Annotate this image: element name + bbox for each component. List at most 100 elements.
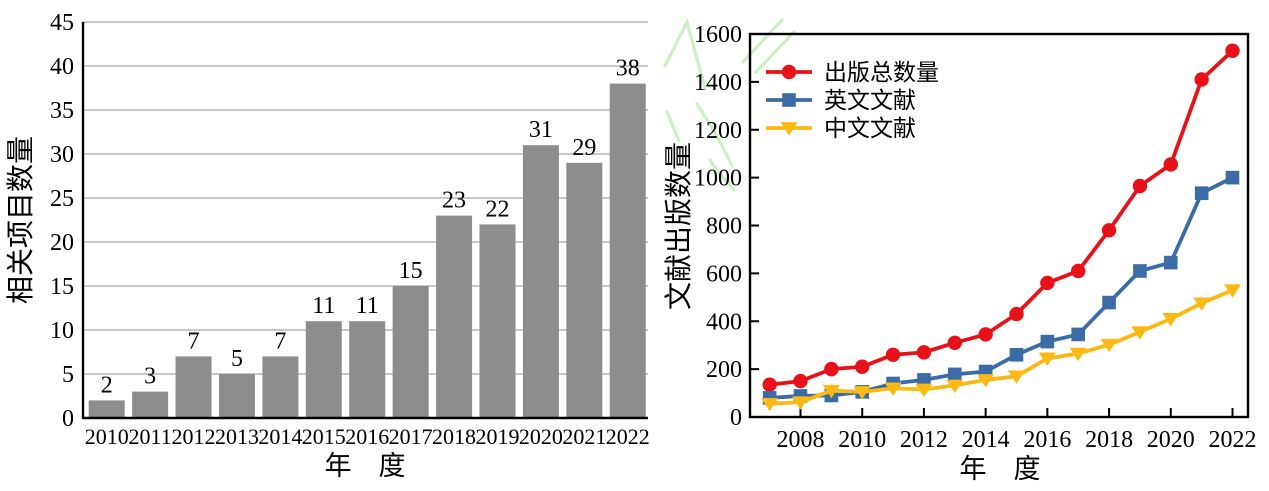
series-marker-total-publications bbox=[885, 347, 901, 362]
series-line-chinese-literature bbox=[769, 288, 1234, 406]
y-tick-label: 25 bbox=[50, 186, 74, 212]
series-marker-total-publications bbox=[1040, 275, 1055, 291]
bar bbox=[218, 374, 255, 418]
x-tick-label: 2008 bbox=[777, 427, 825, 453]
bar-value-label: 7 bbox=[274, 328, 286, 354]
y-tick-label: 1400 bbox=[694, 70, 742, 96]
x-tick-label: 2021 bbox=[562, 424, 606, 449]
bar bbox=[175, 356, 212, 418]
y-tick-label: 15 bbox=[50, 274, 74, 300]
series-marker-chinese-literature bbox=[1162, 313, 1180, 327]
legend-label: 出版总数量 bbox=[824, 60, 939, 85]
bar-value-label: 3 bbox=[144, 364, 156, 390]
x-tick-label: 2017 bbox=[389, 424, 433, 449]
series-marker-total-publications bbox=[978, 327, 993, 342]
bar-value-label: 7 bbox=[188, 328, 200, 354]
series-marker-chinese-literature bbox=[792, 396, 809, 410]
line-chart-figure: 0 200 400 600 800 1000 1200 1400 1600 2008 2010 201… bbox=[640, 0, 1269, 491]
bar-value-label: 11 bbox=[312, 293, 335, 319]
series-marker-english-literature bbox=[1102, 295, 1116, 310]
bar-value-label: 38 bbox=[616, 56, 640, 82]
x-tick-label: 2016 bbox=[1023, 427, 1071, 453]
series-marker-chinese-literature bbox=[1100, 338, 1118, 353]
series-marker-total-publications bbox=[1009, 306, 1024, 322]
series-line-english-literature bbox=[769, 175, 1234, 400]
series-marker-chinese-literature bbox=[1069, 347, 1087, 362]
bar bbox=[609, 83, 646, 418]
series-marker-english-literature bbox=[1071, 327, 1086, 342]
legend-label: 中文文献 bbox=[824, 116, 916, 141]
bar bbox=[522, 145, 559, 418]
series-marker-total-publications bbox=[793, 373, 808, 389]
bar bbox=[479, 224, 516, 418]
y-axis-label: 相关项目数量 bbox=[5, 136, 37, 304]
legend-marker bbox=[781, 64, 797, 80]
watermark-stroke bbox=[663, 17, 707, 90]
bar-value-label: 15 bbox=[399, 258, 423, 284]
y-tick-label: 0 bbox=[730, 405, 742, 431]
x-tick-label: 2018 bbox=[432, 424, 476, 449]
x-axis-label: 年 度 bbox=[960, 454, 1041, 484]
bar-value-label: 23 bbox=[442, 188, 466, 214]
series-marker-chinese-literature bbox=[822, 384, 840, 399]
series-marker-total-publications bbox=[916, 345, 932, 360]
series-marker-chinese-literature bbox=[915, 383, 933, 398]
bar-value-label: 31 bbox=[529, 117, 553, 143]
bar bbox=[566, 162, 603, 418]
x-tick-label: 2020 bbox=[1147, 427, 1195, 453]
series-marker-total-publications bbox=[855, 359, 870, 374]
bar bbox=[392, 286, 429, 418]
series-marker-chinese-literature bbox=[946, 379, 964, 394]
series-marker-total-publications bbox=[824, 361, 839, 377]
series-marker-chinese-literature bbox=[1193, 297, 1211, 311]
series-marker-chinese-literature bbox=[884, 382, 902, 396]
watermark-stroke bbox=[708, 158, 736, 192]
x-tick-label: 2012 bbox=[900, 427, 948, 453]
bar-value-label: 5 bbox=[231, 346, 243, 372]
legend-marker bbox=[780, 122, 798, 136]
legend-item: 英文文献 bbox=[766, 88, 916, 113]
y-tick-label: 45 bbox=[50, 10, 74, 36]
x-tick-label: 2022 bbox=[1208, 427, 1256, 453]
y-tick-label: 1200 bbox=[694, 118, 742, 144]
legend-marker bbox=[782, 93, 796, 107]
x-tick-label: 2013 bbox=[215, 424, 259, 449]
series-marker-english-literature bbox=[1133, 264, 1147, 278]
y-tick-label: 0 bbox=[62, 406, 74, 432]
y-tick-label: 400 bbox=[706, 309, 742, 335]
y-axis-label: 文献出版数量 bbox=[663, 142, 695, 310]
series-marker-chinese-literature bbox=[1007, 370, 1025, 384]
y-tick-label: 10 bbox=[50, 318, 74, 344]
series-marker-total-publications bbox=[1225, 43, 1240, 58]
x-tick-label: 2016 bbox=[345, 424, 389, 449]
x-tick-label: 2011 bbox=[129, 424, 172, 449]
series-marker-chinese-literature bbox=[1223, 284, 1241, 298]
bar-chart-figure: 2 3 7 5 7 11 11 15 23 22 31 29 38 0 5 10 15 20 25 30 35 40 45 2… bbox=[5, 10, 650, 481]
watermark-stroke bbox=[695, 102, 734, 168]
series-marker-english-literature bbox=[917, 373, 931, 387]
bar-value-label: 11 bbox=[356, 293, 379, 319]
series-line-total-publications bbox=[769, 49, 1234, 387]
bar bbox=[349, 321, 386, 418]
y-tick-label: 1000 bbox=[694, 166, 742, 192]
bar-value-label: 29 bbox=[572, 135, 596, 161]
y-tick-label: 1600 bbox=[694, 22, 742, 48]
series-marker-total-publications bbox=[947, 335, 962, 350]
series-marker-total-publications bbox=[1163, 157, 1178, 172]
y-tick-label: 35 bbox=[50, 98, 74, 124]
bar bbox=[132, 391, 169, 418]
x-tick-label: 2012 bbox=[172, 424, 216, 449]
watermark-stroke bbox=[665, 110, 681, 143]
bar bbox=[262, 356, 299, 418]
x-tick-label: 2014 bbox=[962, 427, 1010, 453]
y-tick-label: 800 bbox=[706, 214, 742, 240]
series-marker-chinese-literature bbox=[977, 374, 995, 388]
bar bbox=[305, 321, 342, 418]
y-tick-label: 600 bbox=[706, 261, 742, 287]
series-marker-english-literature bbox=[947, 367, 962, 382]
series-marker-chinese-literature bbox=[761, 398, 779, 412]
x-tick-label: 2020 bbox=[519, 424, 563, 449]
bar-value-label: 2 bbox=[101, 372, 113, 398]
